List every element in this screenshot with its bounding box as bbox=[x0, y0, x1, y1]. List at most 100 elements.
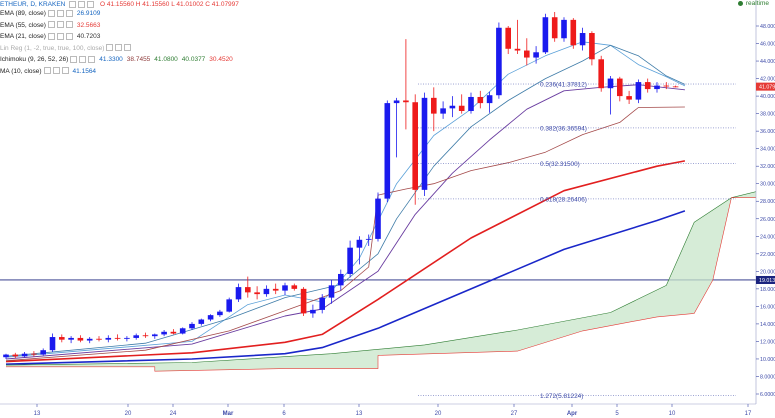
settings-box-icon[interactable] bbox=[47, 9, 55, 17]
candle-body bbox=[477, 96, 484, 104]
candle-body bbox=[105, 337, 112, 340]
time-tick-label: 5 bbox=[615, 411, 619, 417]
candle-body bbox=[96, 338, 102, 340]
candle-body bbox=[245, 287, 251, 293]
candle-body bbox=[12, 354, 19, 357]
candle-body bbox=[263, 288, 270, 295]
candle-body bbox=[598, 59, 604, 89]
ichimoku-cloud bbox=[6, 187, 775, 372]
indicator-row[interactable]: Ichimoku (9, 26, 52, 26) 41.3300 38.7455 41… bbox=[0, 55, 233, 64]
candle-body bbox=[40, 350, 46, 355]
price-tick-label: 6.0000 bbox=[760, 392, 775, 398]
candle-body bbox=[133, 335, 139, 338]
indicator-value: 40.7203 bbox=[76, 33, 101, 40]
price-tick-label: 14.0000 bbox=[760, 322, 775, 328]
settings-box-icon[interactable] bbox=[70, 55, 78, 63]
candle-body bbox=[338, 273, 344, 286]
candle-body bbox=[672, 86, 679, 88]
settings-box-icon[interactable] bbox=[47, 32, 55, 40]
price-tick-label: 10.0000 bbox=[760, 357, 775, 363]
indicator-value: 32.5663 bbox=[76, 21, 101, 29]
price-tick-label: 44.0000 bbox=[760, 59, 775, 65]
time-tick-label: 10 bbox=[669, 411, 676, 417]
candle-body bbox=[365, 238, 372, 240]
candle-body bbox=[524, 50, 530, 58]
close-box-icon[interactable] bbox=[124, 44, 132, 52]
price-tick-label: 34.0000 bbox=[760, 147, 775, 153]
close-box-icon[interactable] bbox=[61, 67, 69, 75]
close-box-icon[interactable] bbox=[88, 55, 96, 63]
eye-box-icon[interactable] bbox=[78, 0, 86, 8]
indicator-row[interactable]: EMA (55, close) 32.5663 bbox=[0, 21, 100, 30]
candle-body bbox=[440, 108, 446, 114]
price-axis bbox=[756, 0, 775, 418]
indicator-line bbox=[5, 210, 686, 365]
indicator-row[interactable]: Lin Reg (1, -2, true, true, 100, close) bbox=[0, 44, 132, 53]
candle-body bbox=[663, 85, 670, 87]
close-box-icon[interactable] bbox=[65, 9, 73, 17]
candle-body bbox=[291, 285, 298, 289]
candle-body bbox=[431, 97, 437, 114]
fibonacci-levels: 0.236(41.37812) 0.382(36.36594) 0.5(32.315… bbox=[418, 82, 736, 400]
ohlc-values: O 41.15560 H 41.15560 L 41.01002 C 41.07… bbox=[100, 1, 239, 8]
settings-box-icon[interactable] bbox=[69, 0, 77, 8]
candle-body bbox=[68, 337, 74, 340]
price-tick-label: 18.0000 bbox=[760, 287, 775, 293]
candle-body bbox=[347, 247, 353, 274]
eye-box-icon[interactable] bbox=[52, 67, 60, 75]
indicator-row[interactable]: MA (10, close) 41.1564 bbox=[0, 67, 96, 76]
settings-box-icon[interactable] bbox=[47, 21, 55, 29]
indicator-label: Lin Reg (1, -2, true, true, 100, close) bbox=[0, 44, 105, 52]
candle-body bbox=[77, 337, 84, 341]
eye-box-icon[interactable] bbox=[56, 21, 64, 29]
realtime-dot-icon bbox=[737, 0, 743, 6]
fib-level-label: 1.272(5.81224) bbox=[540, 393, 583, 400]
indicator-value: 30.4520 bbox=[209, 56, 233, 63]
eye-box-icon[interactable] bbox=[79, 55, 87, 63]
indicator-row[interactable]: EMA (89, close) 26.9109 bbox=[0, 9, 100, 18]
realtime-status: realtime bbox=[737, 0, 769, 7]
candle-body bbox=[486, 95, 493, 104]
candle-body bbox=[514, 48, 521, 51]
symbol-label[interactable]: ETHEUR, D, KRAKEN bbox=[0, 1, 66, 8]
close-box-icon[interactable] bbox=[87, 0, 95, 8]
candle-body bbox=[152, 334, 158, 337]
time-tick-label: 20 bbox=[435, 411, 442, 417]
indicator-row[interactable]: EMA (21, close) 40.7203 bbox=[0, 32, 100, 41]
price-tick-label: 40.0000 bbox=[760, 94, 775, 100]
price-tick-label: 28.0000 bbox=[760, 199, 775, 205]
candle-body bbox=[124, 337, 130, 339]
price-tag-label: 41.0799 bbox=[759, 85, 775, 91]
fib-level-label: 0.5(32.31500) bbox=[540, 161, 580, 168]
candle-body bbox=[412, 102, 418, 190]
candle-body bbox=[375, 198, 381, 239]
settings-box-icon[interactable] bbox=[43, 67, 51, 75]
price-tick-label: 22.0000 bbox=[760, 252, 775, 258]
settings-box-icon[interactable] bbox=[106, 44, 114, 52]
time-tick-label: 13 bbox=[356, 411, 363, 417]
candle-body bbox=[635, 82, 642, 100]
time-tick-label: 20 bbox=[125, 411, 132, 417]
eye-box-icon[interactable] bbox=[115, 44, 123, 52]
indicator-line bbox=[5, 41, 686, 358]
candle-body bbox=[421, 97, 428, 190]
candle-body bbox=[86, 338, 93, 341]
time-tick-label: 24 bbox=[170, 411, 177, 417]
close-box-icon[interactable] bbox=[65, 21, 73, 29]
eye-box-icon[interactable] bbox=[56, 9, 64, 17]
indicator-label: Ichimoku (9, 26, 52, 26) bbox=[0, 56, 69, 63]
price-tick-label: 20.0000 bbox=[760, 269, 775, 275]
fib-level-label: 0.618(28.26406) bbox=[540, 196, 587, 203]
eye-box-icon[interactable] bbox=[56, 32, 64, 40]
candle-body bbox=[226, 299, 232, 312]
candle-body bbox=[235, 287, 242, 300]
candle-body bbox=[496, 27, 502, 96]
candle-body bbox=[607, 78, 614, 89]
candle-body bbox=[356, 239, 363, 248]
horizontal-line-tag bbox=[756, 275, 775, 284]
close-box-icon[interactable] bbox=[65, 32, 73, 40]
time-tick-label: 6 bbox=[282, 411, 286, 417]
indicator-label: MA (10, close) bbox=[0, 67, 42, 75]
